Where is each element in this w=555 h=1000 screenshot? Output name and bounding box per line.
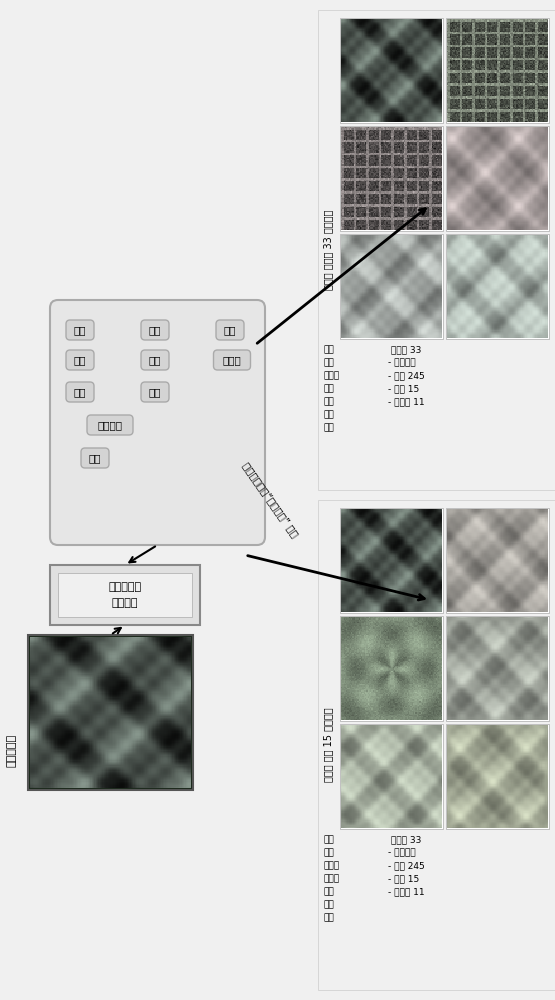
Text: - 亮度 245: - 亮度 245 [388,861,425,870]
FancyBboxPatch shape [87,415,133,435]
Bar [446,508,549,613]
Bar [340,724,443,829]
Text: 灯光: 灯光 [149,355,162,365]
FancyBboxPatch shape [50,300,265,545]
Text: 将照片添加到“神奇视图” 分类: 将照片添加到“神奇视图” 分类 [240,461,300,539]
Text: - 亮度 15: - 亮度 15 [388,384,419,393]
Text: - 高带度 11: - 高带度 11 [388,397,425,406]
Bar [58,573,192,617]
Text: 杂底: 杂底 [323,424,334,432]
Bar [340,234,443,339]
Text: 食物嗜: 食物嗜 [323,371,339,380]
Text: 植物: 植物 [323,900,334,910]
Text: 双层: 双层 [323,848,334,857]
Text: 跳舞: 跳舞 [224,325,236,335]
Text: - 亮度对比: - 亮度对比 [388,848,416,857]
FancyBboxPatch shape [66,382,94,402]
Text: - 高带度 11: - 高带度 11 [388,888,425,896]
Text: 人物: 人物 [323,397,334,406]
Text: 舞者: 舞者 [74,387,86,397]
FancyBboxPatch shape [214,350,250,370]
Text: 动物: 动物 [323,836,334,844]
Text: 抽象度 33: 抽象度 33 [388,836,421,844]
FancyBboxPatch shape [216,320,244,340]
Text: 风格： 亮度 15 选择全部: 风格： 亮度 15 选择全部 [323,708,333,782]
Text: 食物嗜: 食物嗜 [323,861,339,870]
Bar [446,724,549,829]
FancyBboxPatch shape [66,350,94,370]
Text: 紫巴: 紫巴 [149,387,162,397]
Text: 上传的照片: 上传的照片 [7,733,17,767]
Bar [318,10,555,490]
Text: 添加标识: 添加标识 [112,598,138,608]
Text: 计算机视观: 计算机视观 [108,582,142,592]
Text: 人物: 人物 [323,888,334,896]
FancyBboxPatch shape [66,320,94,340]
Bar [446,616,549,721]
Text: 紫巴舞者: 紫巴舞者 [98,420,123,430]
Text: 风格： 抽象度 33 选择全部: 风格： 抽象度 33 选择全部 [323,210,333,290]
Bar [318,500,555,990]
Text: 风景: 风景 [323,384,334,393]
Text: - 亮度 15: - 亮度 15 [388,874,419,884]
Bar [340,18,443,123]
Text: - 亮度 245: - 亮度 245 [388,371,425,380]
Bar [28,635,193,790]
Bar [340,616,443,721]
FancyBboxPatch shape [141,382,169,402]
Bar [340,126,443,231]
Text: 复杂: 复杂 [74,325,86,335]
Text: 动物: 动物 [323,346,334,355]
Text: 杂底: 杂底 [323,914,334,922]
Text: 抽象度 33: 抽象度 33 [388,346,421,355]
Text: 高度: 高度 [89,453,101,463]
Text: - 亮度对比: - 亮度对比 [388,359,416,367]
FancyBboxPatch shape [141,350,169,370]
FancyBboxPatch shape [141,320,169,340]
Text: 植物: 植物 [323,410,334,420]
Bar [446,234,549,339]
FancyBboxPatch shape [81,448,109,468]
Text: 抽象度: 抽象度 [223,355,241,365]
Bar [340,508,443,613]
Bar [50,565,200,625]
Text: 风景区: 风景区 [323,874,339,884]
Bar [446,18,549,123]
Text: 日落: 日落 [149,325,162,335]
Bar [446,126,549,231]
Text: 傍晚: 傍晚 [74,355,86,365]
Text: 双层: 双层 [323,359,334,367]
